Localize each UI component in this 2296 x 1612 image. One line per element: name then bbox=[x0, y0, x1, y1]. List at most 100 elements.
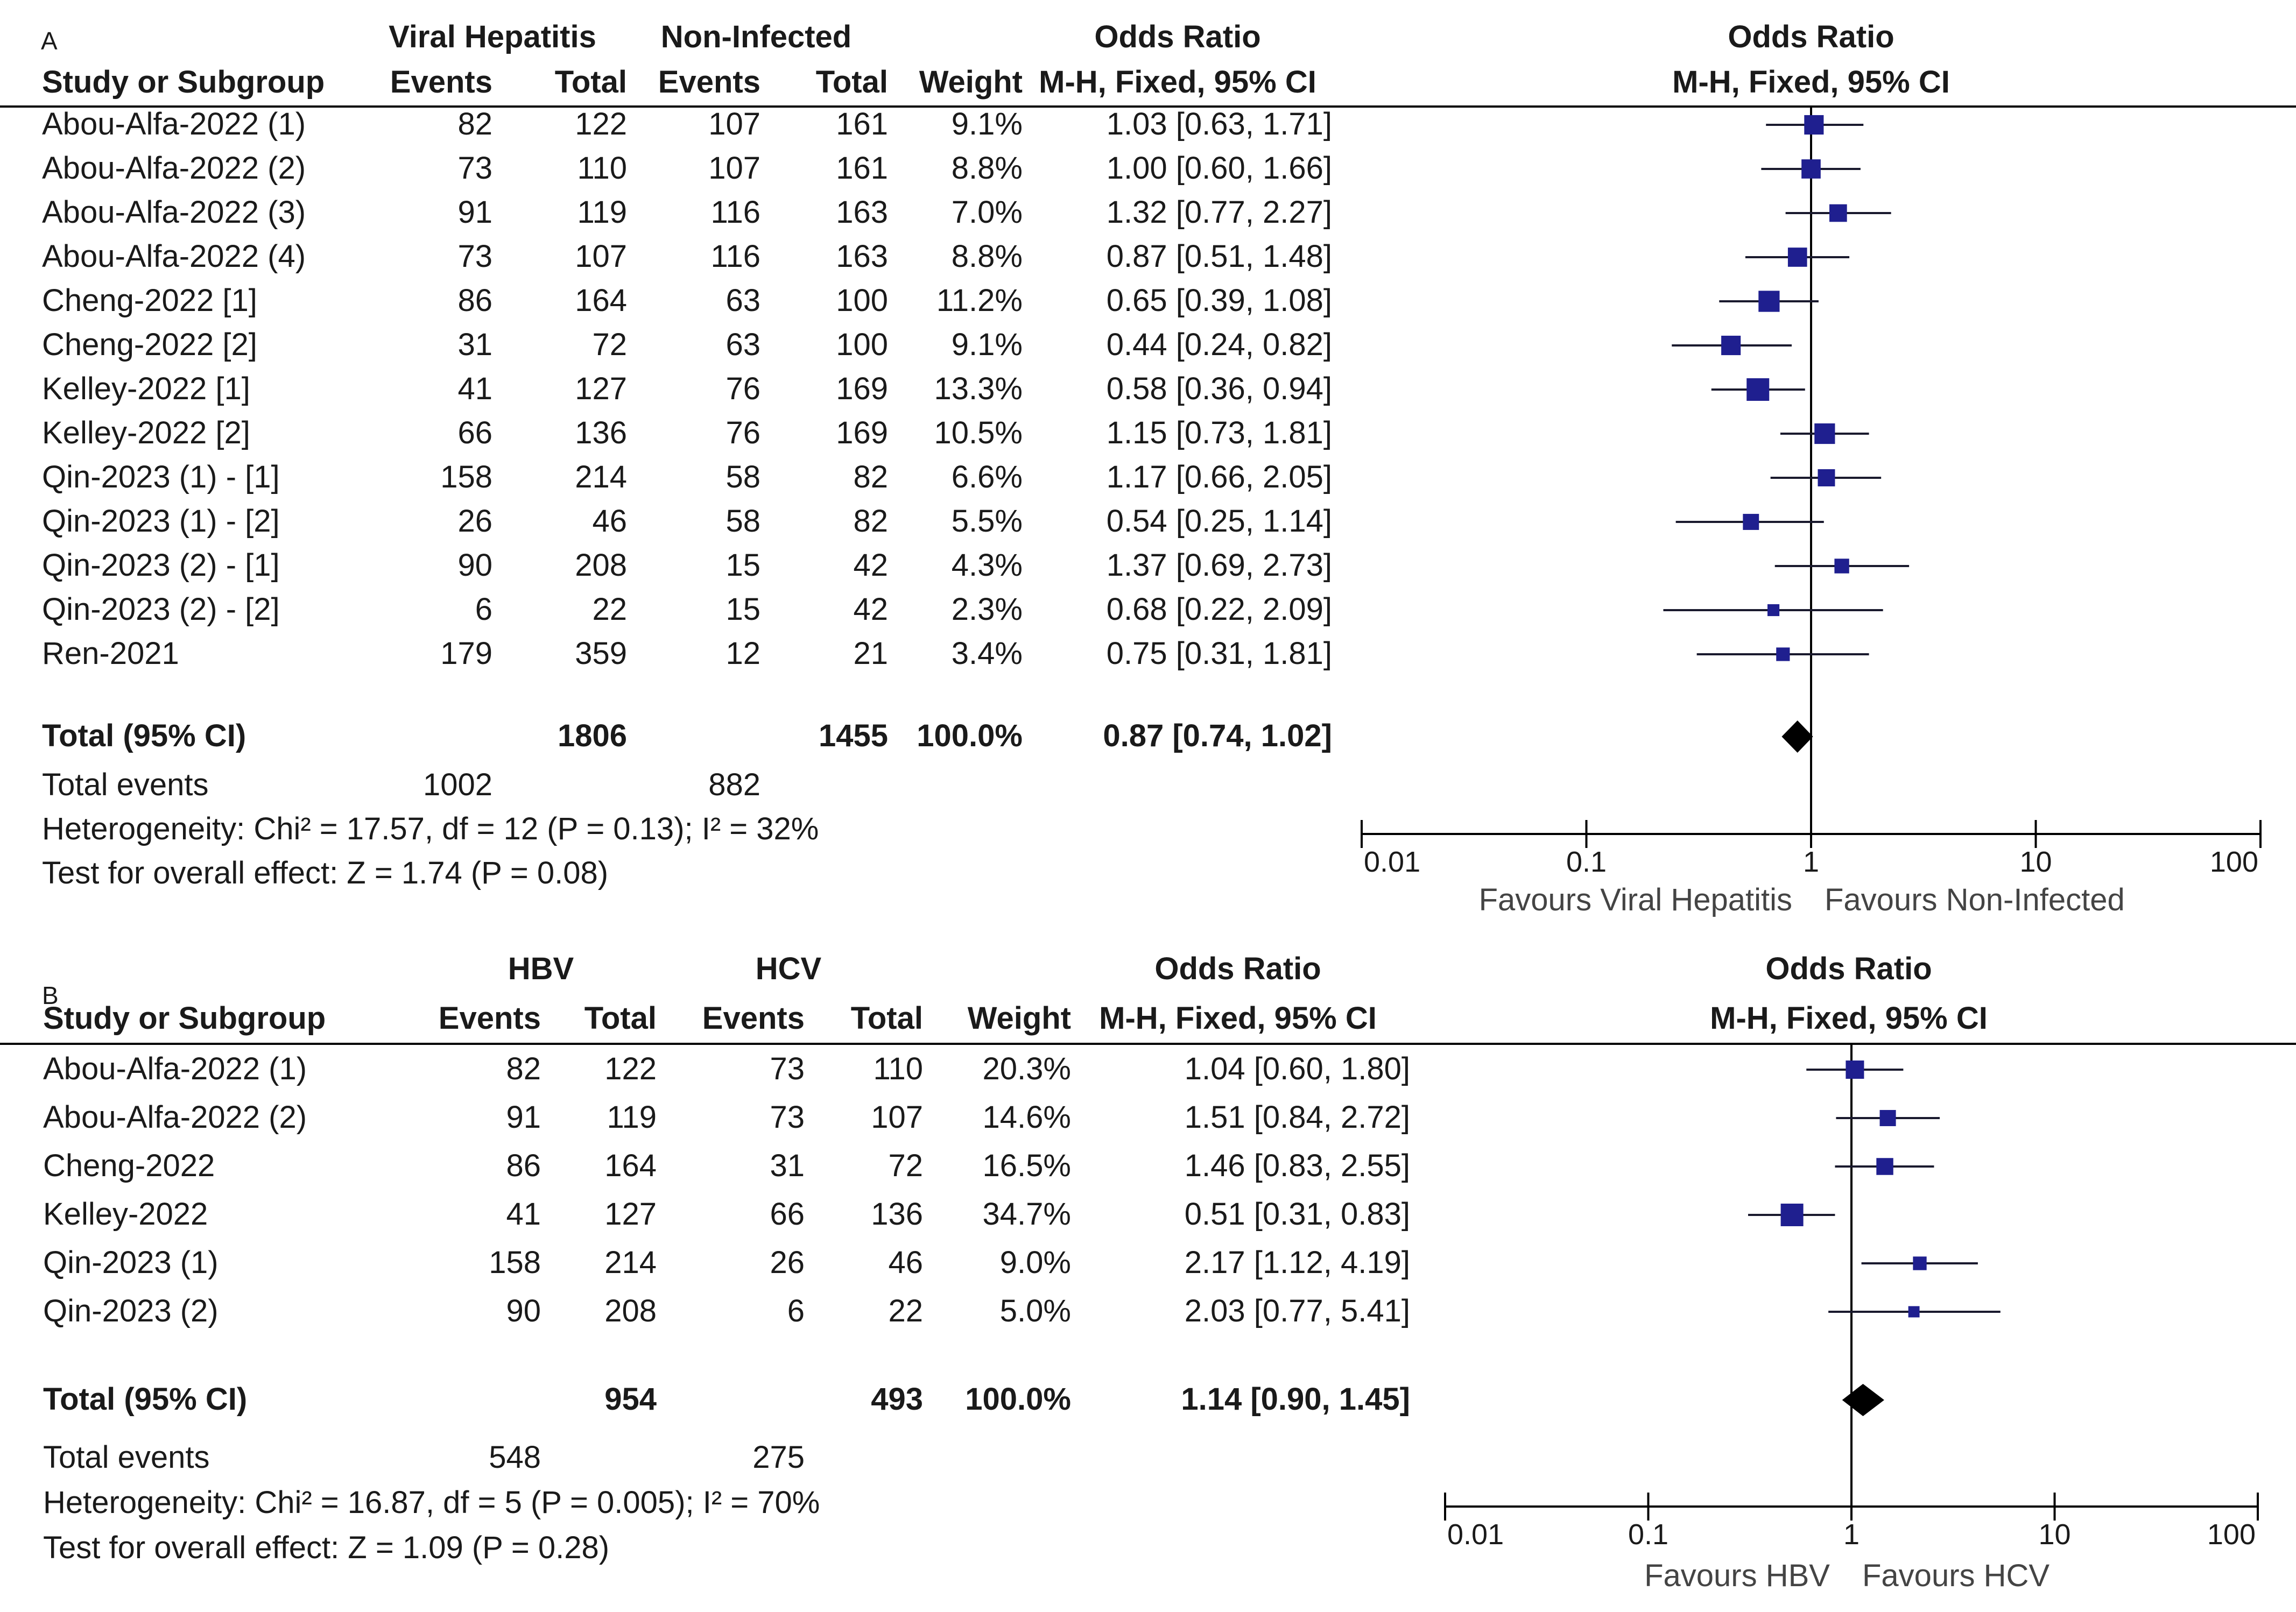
odds-ratio-ci: 0.68 [0.22, 2.09] bbox=[1107, 592, 1332, 627]
group1-events: 26 bbox=[457, 504, 492, 539]
x-tick-label: 0.1 bbox=[1566, 846, 1607, 878]
plot-effect-method-header: M-H, Fixed, 95% CI bbox=[1672, 65, 1950, 100]
odds-ratio-ci: 1.15 [0.73, 1.81] bbox=[1107, 415, 1332, 450]
group1-total: 164 bbox=[575, 283, 627, 318]
odds-ratio-ci: 0.44 [0.24, 0.82] bbox=[1107, 327, 1332, 362]
group1-events: 90 bbox=[506, 1293, 541, 1328]
group1-header: Viral Hepatitis bbox=[389, 19, 596, 54]
study-marker bbox=[1876, 1158, 1893, 1175]
study-name: Abou-Alfa-2022 (1) bbox=[43, 1051, 307, 1086]
odds-ratio-ci: 1.51 [0.84, 2.72] bbox=[1185, 1100, 1410, 1135]
study-name: Kelley-2022 bbox=[43, 1197, 208, 1232]
study-marker bbox=[1780, 1204, 1804, 1226]
total-odds-ratio-ci: 0.87 [0.74, 1.02] bbox=[1103, 718, 1332, 753]
study-marker bbox=[1776, 647, 1790, 661]
study-weight: 16.5% bbox=[983, 1148, 1071, 1183]
group1-events: 158 bbox=[440, 459, 492, 494]
group1-events: 86 bbox=[457, 283, 492, 318]
group1-events: 41 bbox=[506, 1197, 541, 1232]
odds-ratio-ci: 0.75 [0.31, 1.81] bbox=[1107, 636, 1332, 671]
panel-letter: A bbox=[41, 27, 58, 55]
group1-total: 208 bbox=[575, 548, 627, 583]
group2-total: 46 bbox=[888, 1245, 923, 1280]
odds-ratio-ci: 2.17 [1.12, 4.19] bbox=[1185, 1245, 1410, 1280]
odds-ratio-ci: 1.46 [0.83, 2.55] bbox=[1185, 1148, 1410, 1183]
total-events-label: Total events bbox=[43, 1440, 210, 1475]
favours-left-label: Favours Viral Hepatitis bbox=[1479, 882, 1792, 917]
odds-ratio-ci: 1.17 [0.66, 2.05] bbox=[1107, 459, 1332, 494]
group2-events: 58 bbox=[726, 504, 760, 539]
group2-events: 73 bbox=[770, 1051, 805, 1086]
group2-events: 26 bbox=[770, 1245, 805, 1280]
odds-ratio-ci: 1.37 [0.69, 2.73] bbox=[1107, 548, 1332, 583]
study-weight: 2.3% bbox=[952, 592, 1023, 627]
group1-events: 86 bbox=[506, 1148, 541, 1183]
pooled-estimate-diamond bbox=[1842, 1384, 1884, 1416]
study-name: Abou-Alfa-2022 (1) bbox=[42, 107, 306, 142]
study-weight: 13.3% bbox=[934, 371, 1023, 406]
total-events-group2: 275 bbox=[752, 1440, 805, 1475]
group1-total-header: Total bbox=[555, 65, 627, 100]
group2-header: Non-Infected bbox=[661, 19, 851, 54]
x-tick-label: 0.1 bbox=[1628, 1518, 1668, 1551]
panel-letter: B bbox=[42, 981, 59, 1009]
study-name: Cheng-2022 [2] bbox=[42, 327, 257, 362]
group2-total: 82 bbox=[853, 459, 888, 494]
group2-total: 169 bbox=[836, 415, 888, 450]
group1-events: 91 bbox=[457, 195, 492, 230]
study-name: Cheng-2022 [1] bbox=[42, 283, 257, 318]
group2-total: 161 bbox=[836, 107, 888, 142]
x-tick-label: 1 bbox=[1803, 846, 1819, 878]
group1-total: 72 bbox=[592, 327, 627, 362]
study-marker bbox=[1834, 558, 1849, 574]
group2-total: 22 bbox=[888, 1293, 923, 1328]
study-weight: 3.4% bbox=[952, 636, 1023, 671]
study-name: Qin-2023 (2) - [2] bbox=[42, 592, 280, 627]
study-weight: 5.0% bbox=[1000, 1293, 1071, 1328]
study-marker bbox=[1814, 423, 1835, 444]
study-marker bbox=[1767, 604, 1780, 617]
odds-ratio-ci: 1.04 [0.60, 1.80] bbox=[1185, 1051, 1410, 1086]
group2-events: 15 bbox=[726, 548, 760, 583]
group2-events: 15 bbox=[726, 592, 760, 627]
plot-effect-title-header: Odds Ratio bbox=[1765, 951, 1932, 986]
study-column-header: Study or Subgroup bbox=[43, 1001, 326, 1036]
favours-right-label: Favours Non-Infected bbox=[1825, 882, 2125, 917]
study-weight: 9.0% bbox=[1000, 1245, 1071, 1280]
group1-events: 179 bbox=[440, 636, 492, 671]
study-marker bbox=[1913, 1256, 1927, 1270]
group2-total: 169 bbox=[836, 371, 888, 406]
group1-events: 82 bbox=[457, 107, 492, 142]
group1-events: 66 bbox=[457, 415, 492, 450]
study-column-header: Study or Subgroup bbox=[42, 65, 325, 100]
study-name: Qin-2023 (1) bbox=[43, 1245, 219, 1280]
x-tick-label: 0.01 bbox=[1447, 1518, 1504, 1551]
odds-ratio-ci: 1.00 [0.60, 1.66] bbox=[1107, 151, 1332, 186]
study-name: Ren-2021 bbox=[42, 636, 179, 671]
study-weight: 34.7% bbox=[983, 1197, 1071, 1232]
group2-total-header: Total bbox=[851, 1001, 923, 1036]
study-name: Abou-Alfa-2022 (2) bbox=[42, 151, 306, 186]
group1-header: HBV bbox=[508, 951, 574, 986]
study-weight: 20.3% bbox=[983, 1051, 1071, 1086]
odds-ratio-ci: 0.65 [0.39, 1.08] bbox=[1107, 283, 1332, 318]
group1-total: 122 bbox=[604, 1051, 657, 1086]
total-events-label: Total events bbox=[42, 767, 209, 802]
group1-total: 119 bbox=[607, 1100, 657, 1135]
study-weight: 8.8% bbox=[952, 151, 1023, 186]
group2-total: 110 bbox=[874, 1051, 923, 1086]
group2-total: 72 bbox=[888, 1148, 923, 1183]
study-weight: 5.5% bbox=[952, 504, 1023, 539]
total-weight: 100.0% bbox=[917, 718, 1023, 753]
total-label: Total (95% CI) bbox=[43, 1382, 247, 1417]
group1-total: 107 bbox=[575, 239, 627, 274]
group2-total: 100 bbox=[836, 283, 888, 318]
odds-ratio-ci: 0.54 [0.25, 1.14] bbox=[1107, 504, 1332, 539]
group2-events: 63 bbox=[726, 327, 760, 362]
group2-total: 107 bbox=[871, 1100, 923, 1135]
study-marker bbox=[1818, 469, 1835, 486]
study-marker bbox=[1879, 1109, 1896, 1127]
odds-ratio-ci: 0.58 [0.36, 0.94] bbox=[1107, 371, 1332, 406]
x-tick-label: 100 bbox=[2210, 846, 2258, 878]
